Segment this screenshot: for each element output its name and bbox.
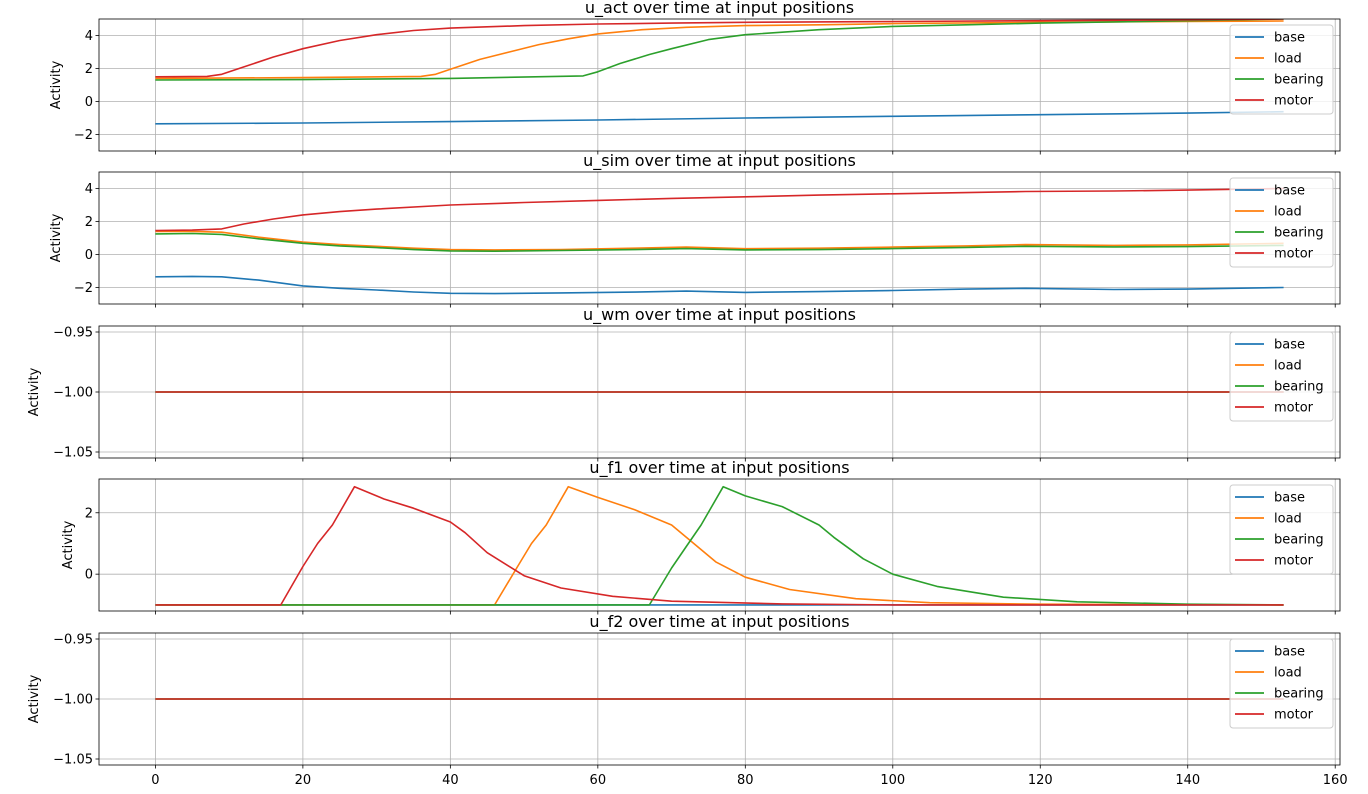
series-line-base [155,275,1284,295]
series-line-bearing [155,19,1284,81]
chart-title: u_wm over time at input positions [583,305,856,325]
series-line-motor [155,19,1284,78]
chart-panel-3: −1.05 −1.00 −0.95 u_wm over time at input p… [27,305,1341,462]
legend: base load bearing motor [1229,484,1334,575]
legend-box [1229,24,1334,115]
y-axis-label: Activity [61,520,76,569]
y-tick-label: 0 [85,248,93,263]
legend-label-bearing: bearing [1274,687,1324,702]
legend-label-bearing: bearing [1274,226,1324,241]
y-axis-label: Activity [27,367,42,416]
y-axis-label: Activity [49,60,64,109]
legend-label-bearing: bearing [1274,533,1324,548]
chart-panel-4: 0 2 u_f1 over time at input positions Activ… [61,458,1341,615]
y-tick-label: 0 [85,95,93,110]
y-axis-label: Activity [27,674,42,723]
axes-frame [98,18,1341,152]
y-tick-label: −1.05 [53,446,93,461]
x-tick-label: 40 [442,773,459,788]
series-line-motor [155,187,1284,232]
series-line-load [155,485,1284,606]
legend-label-base: base [1274,338,1305,353]
y-tick-label: 4 [85,182,93,197]
y-axis-label: Activity [49,213,64,262]
x-tick-label: 60 [590,773,607,788]
legend-label-base: base [1274,184,1305,199]
y-tick-label: −1.00 [53,693,93,708]
y-tick-label: 2 [85,62,93,77]
x-tick-label: 80 [737,773,754,788]
y-tick-label: −1.05 [53,753,93,768]
series-line-bearing [155,485,1284,606]
legend-label-load: load [1274,52,1302,67]
series-line-load [155,20,1284,80]
y-tick-label: 2 [85,215,93,230]
chart-panel-1: −2 0 2 4 u_act over time at input positions A… [49,0,1341,155]
x-tick-label: 0 [151,773,159,788]
legend-label-bearing: bearing [1274,380,1324,395]
legend-label-motor: motor [1274,554,1314,569]
legend: base load bearing motor [1229,24,1334,115]
series-line-load [155,230,1284,251]
x-tick-label: 100 [880,773,905,788]
axes-frame [98,171,1341,305]
chart-panel-5: −1.05 −1.00 −0.95 0 20 40 60 80 100 120 140 160 u_f2… [27,612,1348,788]
series-line-bearing [155,232,1284,252]
chart-title: u_act over time at input positions [585,0,854,18]
legend-label-base: base [1274,31,1305,46]
y-tick-label: 0 [85,568,93,583]
y-tick-label: 4 [85,29,93,44]
series-line-motor [155,485,1284,606]
y-tick-label: 2 [85,506,93,521]
x-tick-label: 160 [1323,773,1348,788]
chart-panel-2: −2 0 2 4 u_sim over time at input positions A… [49,151,1341,308]
chart-title: u_f2 over time at input positions [589,612,849,632]
y-tick-label: −1.00 [53,386,93,401]
y-tick-label: −2 [74,128,93,143]
y-tick-label: −0.95 [53,326,93,341]
legend-box [1229,177,1334,268]
y-tick-label: −0.95 [53,633,93,648]
chart-title: u_sim over time at input positions [583,151,856,171]
legend-label-load: load [1274,359,1302,374]
legend-label-load: load [1274,666,1302,681]
x-tick-label: 20 [295,773,312,788]
legend: base load bearing motor [1229,177,1334,268]
legend-label-motor: motor [1274,708,1314,723]
legend-box [1229,484,1334,575]
legend: base load bearing motor [1229,638,1334,729]
legend-label-load: load [1274,205,1302,220]
legend-box [1229,638,1334,729]
chart-title: u_f1 over time at input positions [589,458,849,478]
axes-frame [98,478,1341,612]
legend-label-motor: motor [1274,94,1314,109]
x-tick-label: 140 [1175,773,1200,788]
y-tick-label: −2 [74,281,93,296]
legend-label-load: load [1274,512,1302,527]
legend-label-bearing: bearing [1274,73,1324,88]
legend: base load bearing motor [1229,331,1334,422]
legend-label-base: base [1274,645,1305,660]
series-line-base [155,110,1284,125]
legend-label-motor: motor [1274,401,1314,416]
legend-label-motor: motor [1274,247,1314,262]
legend-box [1229,331,1334,422]
x-tick-label: 120 [1028,773,1053,788]
legend-label-base: base [1274,491,1305,506]
